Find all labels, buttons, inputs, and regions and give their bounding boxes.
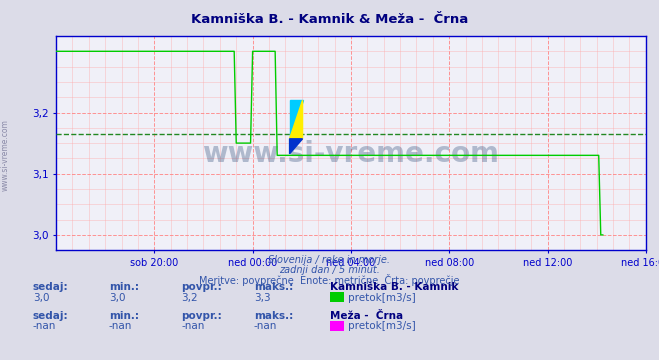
Text: 3,0: 3,0 (109, 293, 125, 303)
Text: Meža -  Črna: Meža - Črna (330, 311, 403, 321)
Text: -nan: -nan (33, 321, 56, 332)
Polygon shape (289, 139, 302, 154)
Text: www.si-vreme.com: www.si-vreme.com (202, 140, 500, 168)
Text: -nan: -nan (254, 321, 277, 332)
Text: -nan: -nan (109, 321, 132, 332)
Text: 3,3: 3,3 (254, 293, 270, 303)
Polygon shape (289, 100, 302, 139)
Text: 3,0: 3,0 (33, 293, 49, 303)
Text: pretok[m3/s]: pretok[m3/s] (348, 293, 416, 303)
Text: povpr.:: povpr.: (181, 282, 222, 292)
Text: sedaj:: sedaj: (33, 311, 69, 321)
Text: min.:: min.: (109, 282, 139, 292)
Text: pretok[m3/s]: pretok[m3/s] (348, 321, 416, 332)
Text: Kamniška B. - Kamnik & Meža -  Črna: Kamniška B. - Kamnik & Meža - Črna (191, 13, 468, 26)
Text: Kamniška B. - Kamnik: Kamniška B. - Kamnik (330, 282, 458, 292)
Text: maks.:: maks.: (254, 311, 293, 321)
Text: 3,2: 3,2 (181, 293, 198, 303)
Text: -nan: -nan (181, 321, 204, 332)
Text: Meritve: povprečne  Enote: metrične  Črta: povprečje: Meritve: povprečne Enote: metrične Črta:… (199, 274, 460, 286)
Text: zadnji dan / 5 minut.: zadnji dan / 5 minut. (279, 265, 380, 275)
Text: sedaj:: sedaj: (33, 282, 69, 292)
Text: www.si-vreme.com: www.si-vreme.com (1, 119, 10, 191)
Polygon shape (289, 100, 302, 139)
Text: min.:: min.: (109, 311, 139, 321)
Text: povpr.:: povpr.: (181, 311, 222, 321)
Text: Slovenija / reke in morje.: Slovenija / reke in morje. (268, 255, 391, 265)
Text: maks.:: maks.: (254, 282, 293, 292)
